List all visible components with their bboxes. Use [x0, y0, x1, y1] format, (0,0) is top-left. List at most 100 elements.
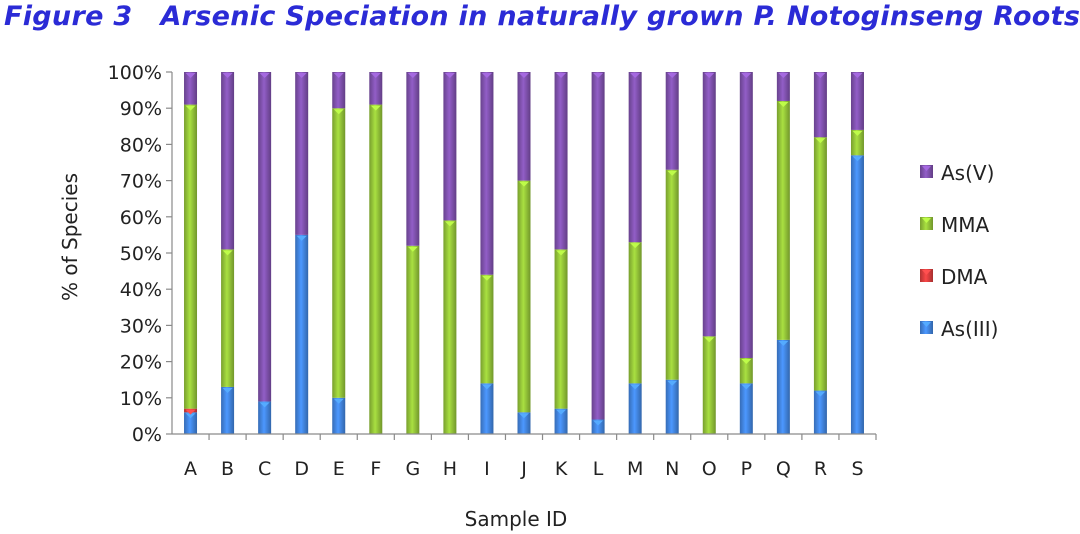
figure-label: Figure 3 — [4, 1, 133, 32]
bar-segment-as-iii-s — [850, 155, 864, 434]
segment-marker — [333, 73, 344, 78]
bar-segment-as-iii-a — [184, 412, 198, 434]
segment-marker — [444, 73, 455, 78]
segment-marker — [704, 73, 715, 78]
bar-segment-as-v-h — [443, 72, 457, 221]
x-tick-label: O — [702, 458, 717, 480]
segment-marker — [296, 235, 307, 241]
segment-marker — [630, 384, 641, 390]
x-tick-label: B — [221, 458, 234, 480]
bar-segment-as-iii-l — [591, 419, 605, 434]
legend-item-as-v: As(V) — [920, 161, 994, 185]
segment-marker — [667, 380, 678, 386]
legend-label: MMA — [941, 213, 990, 237]
bar-segment-as-v-f — [369, 72, 383, 105]
segment-marker — [519, 181, 529, 187]
x-tick-label: C — [258, 458, 271, 480]
bar-segment-as-iii-p — [739, 383, 753, 434]
segment-marker — [259, 73, 270, 78]
x-tick-label: N — [665, 458, 679, 480]
bar-segment-as-v-p — [739, 72, 753, 358]
bar-segment-as-v-j — [517, 72, 531, 181]
x-tick-label: G — [405, 458, 420, 480]
segment-marker — [630, 243, 641, 249]
y-tick-label: 10% — [120, 388, 162, 410]
bar-segment-mma-j — [517, 180, 531, 413]
x-tick-label: L — [593, 458, 604, 480]
bar-segment-as-v-c — [258, 72, 272, 402]
x-axis-label: Sample ID — [465, 507, 568, 531]
segment-marker — [852, 156, 863, 162]
bar-segment-as-iii-j — [517, 412, 531, 434]
x-tick-label: Q — [776, 458, 791, 480]
y-tick-label: 50% — [120, 243, 162, 265]
bar-segment-as-v-n — [665, 72, 679, 170]
legend-swatch — [920, 165, 933, 178]
segment-marker — [741, 73, 752, 78]
bar-segment-mma-o — [702, 336, 716, 434]
bar-segment-as-iii-r — [813, 390, 827, 434]
bar-segment-mma-e — [332, 108, 346, 398]
segment-marker — [185, 73, 196, 78]
bar-segment-mma-r — [813, 137, 827, 391]
y-tick-label: 0% — [132, 424, 162, 446]
x-tick-label: J — [520, 458, 527, 480]
legend-swatch-marker — [922, 166, 931, 171]
x-tick-label: F — [370, 458, 381, 480]
segment-marker — [259, 402, 270, 408]
y-tick-label: 30% — [120, 315, 162, 337]
bar-segment-as-v-l — [591, 72, 605, 420]
bar-segment-as-iii-n — [665, 379, 679, 434]
segment-marker — [593, 73, 604, 78]
segment-marker — [778, 340, 789, 346]
y-tick-label: 80% — [120, 134, 162, 156]
x-tick-label: I — [484, 458, 490, 480]
legend-swatch — [920, 269, 933, 282]
y-tick-label: 60% — [120, 207, 162, 229]
y-axis-label: % of Species — [58, 173, 82, 301]
legend: As(V) MMA DMA As(III) — [920, 161, 998, 341]
x-tick-label: M — [627, 458, 643, 480]
segment-marker — [296, 73, 307, 78]
x-tick-label: E — [333, 458, 345, 480]
segment-marker — [222, 250, 233, 256]
segment-marker — [852, 130, 863, 136]
bar-segment-as-v-s — [850, 72, 864, 130]
bar-segment-as-v-k — [554, 72, 568, 250]
bar-segment-mma-q — [776, 100, 790, 340]
segment-marker — [370, 73, 381, 78]
bar-segment-as-iii-q — [776, 339, 790, 434]
bar-segment-as-iii-d — [295, 234, 309, 434]
segment-marker — [222, 387, 233, 393]
bar-segment-mma-n — [665, 169, 679, 380]
bar-segment-as-v-m — [628, 72, 642, 243]
bar-segment-mma-p — [739, 357, 753, 384]
bar-segment-as-v-i — [480, 72, 494, 275]
segment-marker — [333, 398, 344, 404]
legend-swatch-marker — [922, 270, 931, 275]
segment-marker — [185, 105, 196, 111]
bar-segment-as-iii-i — [480, 383, 494, 434]
segment-marker — [407, 73, 418, 78]
y-tick-labels: 0% 10% 20% 30% 40% 50% 60% 70% 80% 90% 100% — [108, 62, 172, 446]
segment-marker — [407, 246, 418, 252]
bar-segment-as-v-q — [776, 72, 790, 101]
segment-marker — [370, 105, 381, 111]
bar-segment-as-iii-m — [628, 383, 642, 434]
segment-marker — [481, 384, 492, 390]
x-tick-label: P — [741, 458, 752, 480]
segment-marker — [185, 409, 196, 415]
segment-marker — [185, 413, 196, 419]
bar-segment-mma-h — [443, 220, 457, 434]
segment-marker — [815, 73, 826, 78]
segment-marker — [519, 73, 529, 78]
legend-label: As(V) — [941, 161, 994, 185]
bar-segment-mma-f — [369, 104, 383, 434]
segment-marker — [556, 250, 567, 256]
segment-marker — [222, 73, 233, 78]
segment-marker — [556, 409, 567, 415]
x-tick-label: K — [555, 458, 568, 480]
legend-item-dma: DMA — [920, 265, 988, 289]
segment-marker — [778, 101, 789, 107]
